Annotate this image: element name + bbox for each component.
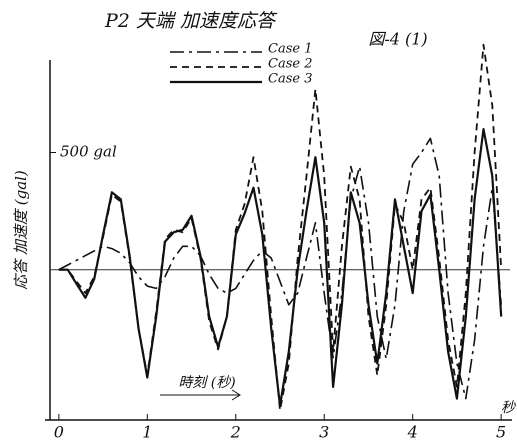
y-tick-label: 500 gal (60, 143, 117, 161)
chart-title: P2 天端 加速度応答 (104, 10, 278, 32)
x-tick-label: 4 (407, 423, 418, 442)
x-axis-label: 時刻 (秒) (178, 375, 235, 391)
legend-label: Case 1 (268, 42, 312, 57)
series-line (59, 129, 501, 406)
time-arrow (160, 390, 240, 400)
x-unit-label: 秒 (501, 400, 516, 416)
x-tick-label: 2 (230, 423, 241, 442)
x-tick-label: 1 (142, 423, 152, 442)
y-axis-label: 応答 加速度 (gal) (12, 170, 30, 290)
figure-label: 図-4 (1) (368, 30, 427, 49)
x-tick-label: 0 (54, 423, 64, 442)
series-line (59, 138, 501, 398)
chart: P2 天端 加速度応答 図-4 (1) 応答 加速度 (gal) 時刻 (秒) … (0, 0, 517, 443)
legend-label: Case 3 (268, 72, 312, 87)
x-tick-label: 5 (496, 423, 506, 442)
legend-label: Case 2 (268, 57, 312, 72)
x-tick-label: 3 (319, 423, 329, 442)
